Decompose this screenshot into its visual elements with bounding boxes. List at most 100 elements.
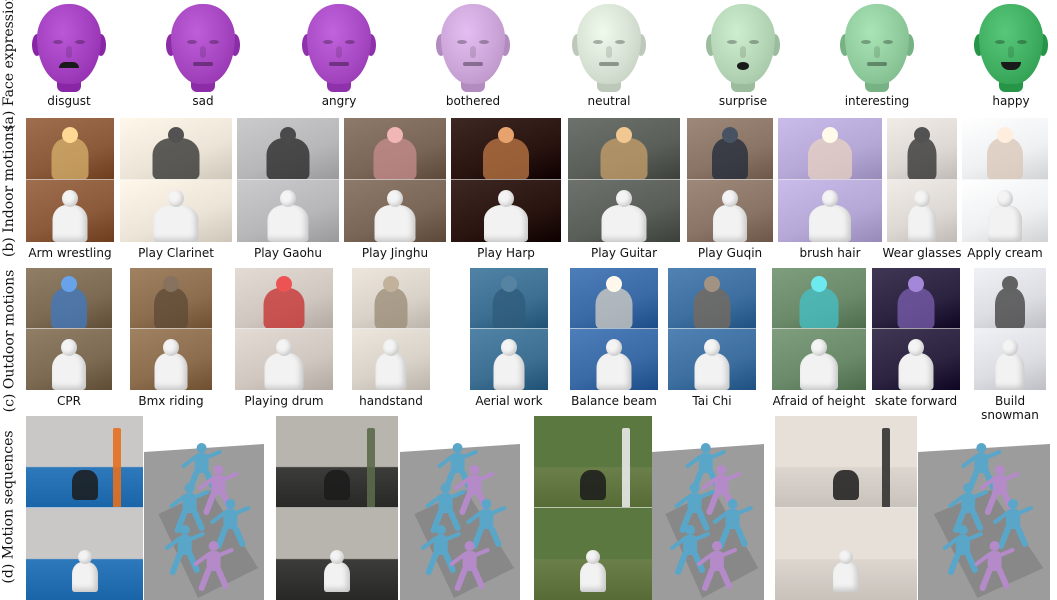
- face-eye-left: [727, 40, 737, 44]
- outdoor-video-frame: [235, 268, 333, 329]
- sequence-video-frame: [276, 416, 398, 508]
- indoor-person: [483, 138, 529, 180]
- outdoor-mesh-head: [811, 339, 827, 356]
- face-eye-right: [479, 40, 489, 44]
- face-mesh: [165, 4, 241, 90]
- outdoor-mesh-body: [155, 353, 188, 390]
- outdoor-person-head: [908, 276, 924, 292]
- face-skull: [441, 4, 505, 84]
- indoor-mesh-overlay-frame: [237, 179, 339, 242]
- sequence-accent: [113, 428, 121, 508]
- sequence-video-frame: [775, 416, 917, 508]
- sequence-video-frame: [534, 416, 652, 508]
- indoor-mesh-head: [498, 190, 514, 207]
- indoor-person-head: [387, 127, 403, 143]
- face-eye-left: [187, 40, 197, 44]
- face-mesh: [839, 4, 915, 90]
- sequence-accent: [622, 428, 630, 508]
- sequence-3d-render: [652, 418, 764, 600]
- outdoor-photo: [130, 268, 212, 390]
- face-skull: [577, 4, 641, 84]
- face-mesh: [435, 4, 511, 90]
- indoor-photo: [962, 118, 1048, 242]
- face-eye-right: [209, 40, 219, 44]
- outdoor-person-head: [163, 276, 179, 292]
- face-mouth: [59, 62, 79, 68]
- indoor-photo: [887, 118, 957, 242]
- sequence-mesh-head: [586, 550, 600, 564]
- indoor-label: Play Jinghu: [334, 246, 456, 260]
- outdoor-mesh-overlay-frame: [772, 328, 866, 390]
- indoor-photo: [344, 118, 446, 242]
- face-mesh: [301, 4, 377, 90]
- outdoor-photo: [470, 268, 548, 390]
- outdoor-mesh-body: [376, 353, 407, 390]
- sequence-3d-render: [144, 418, 264, 600]
- outdoor-video-frame: [570, 268, 658, 329]
- row-label-face-expression: (a) Face expression: [0, 2, 20, 120]
- face-mouth: [329, 62, 349, 66]
- face-cell: bothered: [430, 2, 516, 120]
- outdoor-mesh-head: [704, 339, 720, 356]
- outdoor-person: [51, 288, 87, 329]
- sequence-floor-svg: [144, 418, 264, 600]
- indoor-person-head: [997, 127, 1013, 143]
- face-label: interesting: [834, 94, 920, 108]
- outdoor-mesh-body: [597, 353, 632, 390]
- face-cell: surprise: [700, 2, 786, 120]
- outdoor-mesh-head: [61, 339, 77, 356]
- indoor-photo: [687, 118, 773, 242]
- sequence-mesh-frame: [775, 507, 917, 600]
- indoor-label: Play Harp: [441, 246, 571, 260]
- face-eye-right: [1017, 40, 1027, 44]
- sequence-video: [775, 416, 917, 600]
- face-mesh: [973, 4, 1049, 90]
- sequence-mesh-head: [839, 550, 853, 564]
- indoor-person: [712, 138, 748, 180]
- sequence-3d-render: [918, 418, 1050, 600]
- indoor-video-frame: [451, 118, 561, 180]
- outdoor-video-frame: [668, 268, 756, 329]
- indoor-person-head: [616, 127, 632, 143]
- face-eye-left: [457, 40, 467, 44]
- face-cell: angry: [296, 2, 382, 120]
- outdoor-mesh-overlay-frame: [235, 328, 333, 390]
- face-label: sad: [160, 94, 246, 108]
- indoor-photo: [451, 118, 561, 242]
- face-eye-right: [883, 40, 893, 44]
- indoor-label: Arm wrestling: [16, 246, 124, 260]
- indoor-photo: [778, 118, 882, 242]
- indoor-person: [153, 138, 200, 180]
- indoor-mesh-body: [375, 205, 416, 242]
- indoor-label: Play Guitar: [558, 246, 690, 260]
- outdoor-mesh-head: [276, 339, 292, 356]
- indoor-photo: [26, 118, 114, 242]
- outdoor-person: [154, 288, 188, 329]
- indoor-person-head: [498, 127, 514, 143]
- sequence-video: [534, 416, 652, 600]
- indoor-mesh-body: [713, 205, 747, 242]
- sequence-mesh-head: [78, 550, 92, 564]
- indoor-video-frame: [962, 118, 1048, 180]
- indoor-mesh-body: [988, 205, 1022, 242]
- sequence-person: [72, 470, 98, 500]
- face-skull: [307, 4, 371, 84]
- face-label: bothered: [430, 94, 516, 108]
- outdoor-video-frame: [772, 268, 866, 329]
- sequence-floor-svg: [652, 418, 764, 600]
- indoor-mesh-body: [154, 205, 199, 242]
- outdoor-photo: [235, 268, 333, 390]
- face-mesh: [571, 4, 647, 90]
- indoor-mesh-overlay-frame: [687, 179, 773, 242]
- indoor-mesh-head: [822, 190, 838, 207]
- sequence-video: [26, 416, 143, 600]
- outdoor-mesh-body: [996, 353, 1025, 390]
- outdoor-label: handstand: [336, 394, 446, 408]
- face-eye-right: [749, 40, 759, 44]
- outdoor-person: [800, 288, 839, 329]
- indoor-person-head: [822, 127, 838, 143]
- indoor-person: [808, 138, 852, 180]
- face-mouth: [463, 62, 483, 66]
- sequence-3d-render: [400, 418, 520, 600]
- outdoor-video-frame: [974, 268, 1046, 329]
